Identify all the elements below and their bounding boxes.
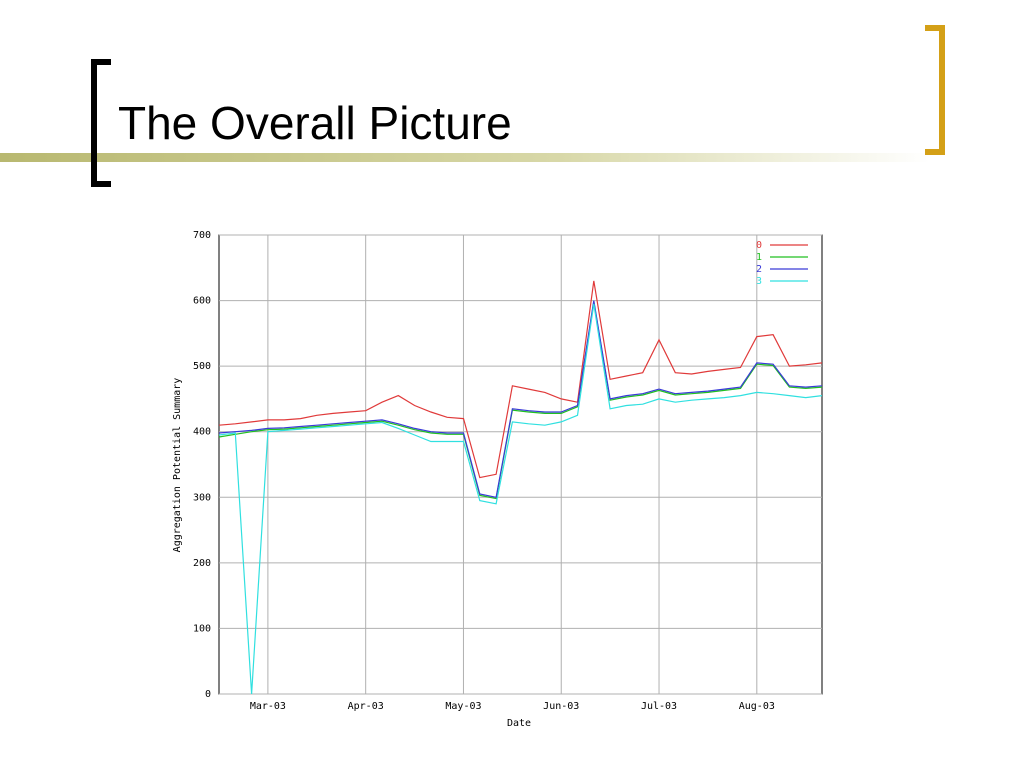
x-tick-label: Jun-03 — [543, 701, 579, 712]
x-tick-label: Apr-03 — [348, 701, 384, 712]
y-tick-label: 100 — [193, 623, 211, 634]
legend-label: 0 — [756, 240, 762, 251]
y-tick-label: 500 — [193, 361, 211, 372]
y-tick-label: 300 — [193, 492, 211, 503]
x-tick-label: Jul-03 — [641, 701, 677, 712]
y-axis-label: Aggregation Potential Summary — [172, 378, 183, 553]
y-tick-label: 400 — [193, 427, 211, 438]
x-tick-label: Mar-03 — [250, 701, 286, 712]
y-tick-label: 0 — [205, 689, 211, 700]
title-rule — [0, 153, 930, 162]
plot-area — [218, 234, 823, 695]
x-axis-label: Date — [507, 718, 531, 729]
y-tick-label: 700 — [193, 230, 211, 241]
line-series — [218, 300, 823, 499]
line-series — [218, 303, 823, 695]
line-series — [218, 280, 823, 479]
x-tick-label: Aug-03 — [739, 701, 775, 712]
left-bracket — [91, 59, 111, 187]
y-tick-label: 600 — [193, 296, 211, 307]
y-tick-label: 200 — [193, 558, 211, 569]
right-bracket — [925, 25, 945, 155]
line-series — [218, 301, 823, 500]
legend-label: 1 — [756, 252, 762, 263]
legend-label: 3 — [756, 276, 762, 287]
x-tick-label: May-03 — [445, 701, 481, 712]
slide-title: The Overall Picture — [118, 97, 512, 149]
legend-label: 2 — [756, 264, 762, 275]
